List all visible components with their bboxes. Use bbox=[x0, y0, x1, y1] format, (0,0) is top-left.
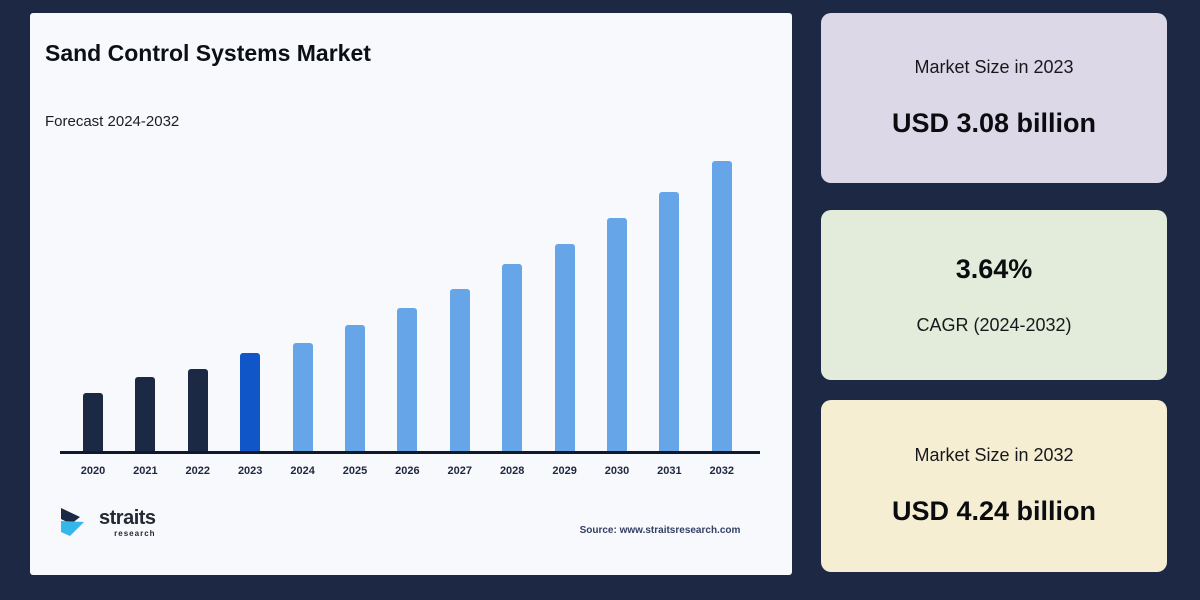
logo-name: straits bbox=[99, 507, 156, 529]
x-tick-2029: 2029 bbox=[552, 465, 577, 477]
x-tick-2022: 2022 bbox=[185, 465, 211, 477]
straits-logo-icon bbox=[61, 508, 84, 536]
stat-card-label: Market Size in 2023 bbox=[914, 57, 1074, 77]
stat-card-market-size-2032: Market Size in 2032 USD 4.24 billion bbox=[821, 400, 1167, 572]
bar-2030 bbox=[607, 218, 627, 451]
stat-card-market-size-2023: Market Size in 2023 USD 3.08 billion bbox=[821, 13, 1167, 183]
x-axis-line bbox=[60, 451, 760, 454]
chart-title: Sand Control Systems Market bbox=[45, 40, 371, 66]
logo-text-block: straits research bbox=[99, 508, 156, 538]
bar-2023 bbox=[240, 353, 261, 451]
chart-subtitle: Forecast 2024-2032 bbox=[45, 113, 180, 130]
x-tick-2027: 2027 bbox=[447, 465, 473, 477]
bar-2022 bbox=[187, 369, 208, 451]
chart-panel: Sand Control Systems Market Forecast 202… bbox=[30, 13, 792, 575]
logo-subtitle: research bbox=[114, 529, 156, 538]
bar-plot bbox=[30, 13, 792, 451]
bar-2027 bbox=[449, 289, 470, 451]
source-attribution: Source: www.straitsresearch.com bbox=[579, 525, 741, 536]
stat-card-value: 3.64% bbox=[955, 254, 1033, 284]
stat-card-label: CAGR (2024-2032) bbox=[916, 315, 1072, 335]
bar-2029 bbox=[554, 244, 575, 451]
x-tick-2028: 2028 bbox=[499, 465, 525, 477]
x-tick-2031: 2031 bbox=[657, 465, 682, 477]
bar-2026 bbox=[397, 308, 418, 451]
bar-2028 bbox=[502, 264, 523, 451]
stat-card-value: USD 4.24 billion bbox=[891, 496, 1097, 526]
x-tick-2026: 2026 bbox=[395, 465, 420, 477]
straits-research-logo: straits research bbox=[58, 505, 156, 541]
x-tick-2025: 2025 bbox=[342, 465, 368, 477]
x-tick-2024: 2024 bbox=[290, 465, 315, 477]
bar-2031 bbox=[659, 192, 680, 451]
x-tick-2023: 2023 bbox=[237, 465, 263, 477]
x-axis-labels: 2020 2021 2022 2023 2024 2025 2026 2027 2028 2029… bbox=[30, 465, 792, 485]
bar-2020 bbox=[83, 393, 103, 451]
bar-2021 bbox=[135, 377, 156, 451]
bar-2025 bbox=[345, 325, 365, 451]
stat-card-value: USD 3.08 billion bbox=[891, 108, 1097, 138]
stat-card-cagr: 3.64% CAGR (2024-2032) bbox=[821, 210, 1167, 380]
x-tick-2020: 2020 bbox=[80, 465, 106, 477]
stat-card-label: Market Size in 2032 bbox=[914, 445, 1074, 465]
x-tick-2032: 2032 bbox=[709, 465, 735, 477]
bar-2024 bbox=[292, 343, 313, 451]
x-tick-2021: 2021 bbox=[133, 465, 158, 477]
bar-2032 bbox=[711, 161, 732, 451]
x-tick-2030: 2030 bbox=[604, 465, 630, 477]
